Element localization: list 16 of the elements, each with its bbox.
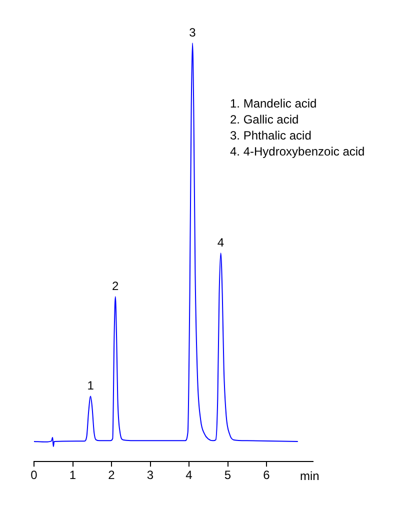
annotation: 1. Mandelic acid	[230, 96, 317, 110]
x-tick-label: 5	[224, 468, 232, 482]
x-tick-label: 6	[263, 468, 270, 482]
x-tick-label: 2	[108, 468, 116, 482]
x-tick-label: 1	[69, 468, 76, 482]
annotation: 3. Phthalic acid	[230, 128, 312, 142]
x-tick-label: 4	[186, 468, 193, 482]
x-axis-title: min	[300, 468, 320, 483]
annotation: 1	[87, 378, 94, 393]
annotation: 2. Gallic acid	[230, 112, 299, 126]
annotation: 3	[189, 25, 196, 40]
annotation: 2	[112, 278, 120, 293]
x-tick-label: 3	[146, 468, 154, 482]
x-tick-label: 0	[30, 468, 38, 482]
annotation: 4	[217, 235, 224, 250]
annotation: 4. 4-Hydroxybenzoic acid	[230, 144, 365, 158]
